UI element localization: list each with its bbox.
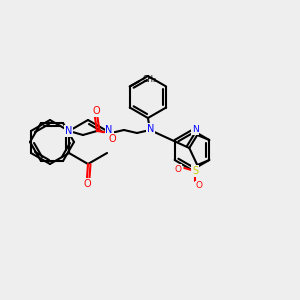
Text: O: O — [83, 179, 91, 189]
Text: N: N — [65, 126, 73, 136]
Text: O: O — [196, 182, 203, 190]
Text: N: N — [105, 125, 113, 135]
Text: CH₃: CH₃ — [143, 75, 157, 84]
Text: O: O — [108, 134, 116, 144]
Text: S: S — [192, 166, 198, 176]
Text: N: N — [192, 125, 199, 134]
Text: O: O — [92, 106, 100, 116]
Text: O: O — [175, 164, 182, 173]
Text: N: N — [147, 124, 155, 134]
